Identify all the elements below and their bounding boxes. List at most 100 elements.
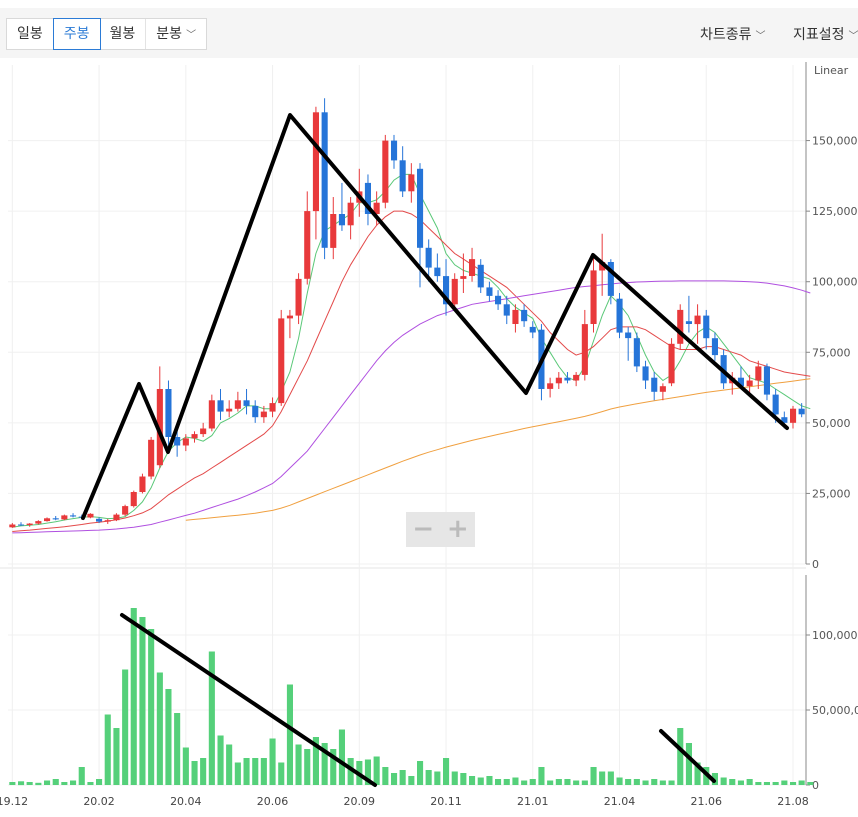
- price-tick-label: 0: [812, 558, 819, 571]
- x-tick-label: 19.12: [0, 795, 28, 808]
- candle-body: [208, 400, 215, 429]
- candle-body: [590, 270, 597, 324]
- volume-bar: [555, 779, 562, 785]
- candle-body: [330, 214, 337, 248]
- volume-bar: [252, 758, 259, 785]
- volume-bar: [330, 749, 337, 785]
- candle-body: [364, 182, 371, 214]
- drawn-trend-zigzag: [81, 113, 789, 520]
- volume-bar: [278, 762, 285, 785]
- volume-bar: [200, 758, 207, 785]
- candle-body: [382, 140, 389, 203]
- x-tick-label: 21.08: [777, 795, 809, 808]
- drawn-volume-trendline: [120, 613, 377, 787]
- candle-body: [746, 380, 753, 387]
- candle-body: [521, 309, 528, 322]
- scale-label: Linear: [814, 64, 849, 77]
- candle-body: [165, 389, 172, 437]
- candle-body: [616, 298, 623, 333]
- volume-bar: [529, 779, 536, 785]
- candle-body: [347, 202, 354, 226]
- candle-body: [321, 112, 328, 248]
- volume-bar: [44, 780, 51, 785]
- candle-body: [477, 264, 484, 288]
- volume-bar: [96, 779, 103, 785]
- volume-bar: [633, 779, 640, 785]
- candle-body: [156, 389, 163, 466]
- candle-body: [35, 521, 42, 524]
- volume-bar: [156, 672, 163, 785]
- candle-body: [711, 338, 718, 356]
- candle-body: [96, 518, 103, 522]
- volume-bar: [286, 684, 293, 785]
- candle-body: [781, 417, 788, 423]
- candle-body: [9, 524, 16, 528]
- x-tick-label: 21.06: [691, 795, 723, 808]
- volume-bar: [182, 747, 189, 785]
- candle-body: [226, 408, 233, 412]
- candle-body: [668, 343, 675, 384]
- volume-bar: [581, 780, 588, 785]
- candle-body: [304, 211, 311, 279]
- volume-bar: [35, 782, 42, 786]
- candle-body: [139, 476, 146, 492]
- price-tick-label: 125,000: [812, 205, 858, 218]
- volume-bar: [737, 780, 744, 785]
- candle-body: [495, 295, 502, 305]
- candle-body: [737, 377, 744, 387]
- volume-bar: [104, 714, 111, 785]
- candle-body: [182, 438, 189, 446]
- volume-bar: [763, 782, 770, 785]
- volume-bar: [295, 744, 302, 785]
- volume-bar: [208, 651, 215, 785]
- volume-bar: [148, 629, 155, 785]
- candle-body: [148, 439, 155, 477]
- chevron-down-icon: ﹀: [755, 31, 766, 42]
- volume-bar: [755, 782, 762, 785]
- volume-bar: [469, 776, 476, 785]
- candle-body: [269, 403, 276, 412]
- candle-body: [286, 315, 293, 319]
- candle-body: [555, 377, 562, 384]
- chart-toolbar: 일봉 주봉 월봉 분봉 ﹀ 차트종류 ﹀ 지표설정 ﹀: [0, 8, 858, 58]
- tab-weekly[interactable]: 주봉: [52, 18, 101, 50]
- candle-body: [252, 405, 259, 418]
- volume-bar: [694, 762, 701, 785]
- zoom-out-button[interactable]: −: [412, 514, 435, 544]
- volume-bar: [382, 767, 389, 785]
- price-tick-label: 25,000: [812, 487, 851, 500]
- volume-bar: [651, 779, 658, 785]
- tab-monthly[interactable]: 월봉: [100, 19, 147, 49]
- volume-bar: [408, 776, 415, 785]
- volume-bar: [599, 771, 606, 785]
- candle-body: [642, 366, 649, 381]
- volume-bar: [338, 729, 345, 785]
- volume-bar: [547, 780, 554, 785]
- tab-minute[interactable]: 분봉 ﹀: [146, 19, 206, 49]
- candle-body: [798, 408, 805, 415]
- candle-body: [18, 524, 25, 526]
- candle-body: [677, 309, 684, 344]
- volume-bar: [399, 770, 406, 785]
- x-tick-label: 20.06: [257, 795, 289, 808]
- indicator-settings-menu[interactable]: 지표설정 ﹀: [793, 24, 858, 44]
- volume-bar: [61, 782, 68, 785]
- candle-body: [122, 506, 129, 515]
- zoom-control: − +: [406, 512, 475, 547]
- volume-bar: [659, 780, 666, 785]
- candle-body: [694, 315, 701, 325]
- chart-type-menu[interactable]: 차트종류 ﹀: [700, 24, 766, 44]
- price-tick-label: 50,000: [812, 417, 851, 430]
- volume-bar: [711, 773, 718, 785]
- candle-body: [399, 160, 406, 192]
- candle-body: [70, 515, 77, 517]
- zoom-in-button[interactable]: +: [446, 514, 469, 544]
- candle-body: [599, 262, 606, 271]
- candle-body: [581, 324, 588, 375]
- price-tick-label: 75,000: [812, 346, 851, 359]
- volume-bar: [260, 758, 267, 785]
- candle-body: [772, 394, 779, 415]
- volume-bar: [616, 777, 623, 785]
- tab-daily[interactable]: 일봉: [7, 19, 54, 49]
